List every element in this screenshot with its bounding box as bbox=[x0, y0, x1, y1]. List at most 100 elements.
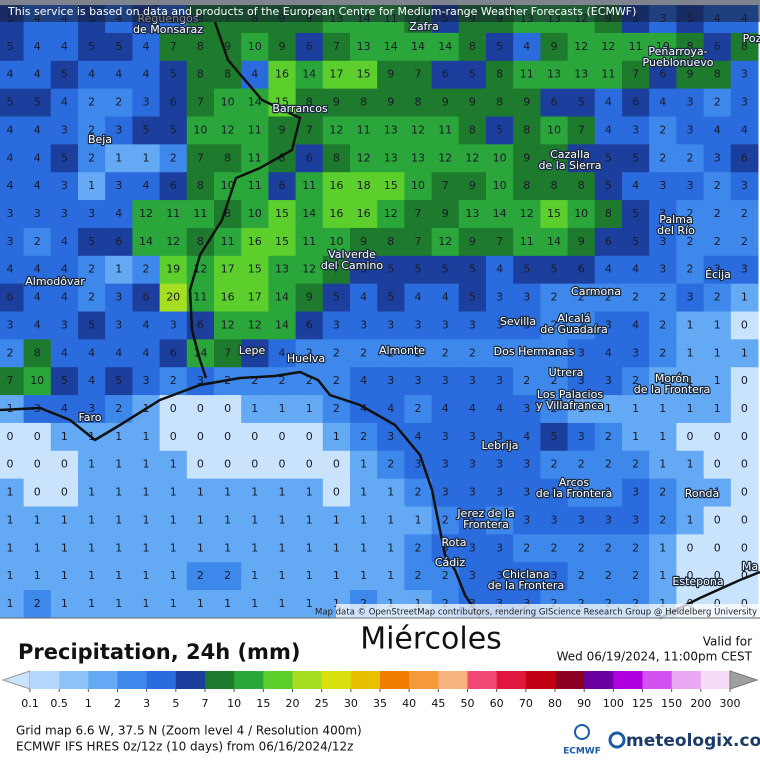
grid-cell bbox=[322, 283, 351, 312]
place-label: Barrancos bbox=[272, 102, 328, 115]
place-label: de Monsaraz bbox=[133, 23, 203, 36]
grid-value: 4 bbox=[143, 40, 150, 53]
grid-value: 1 bbox=[279, 597, 286, 610]
grid-cell bbox=[214, 116, 242, 145]
grid-cell bbox=[513, 506, 541, 535]
grid-cell bbox=[458, 144, 487, 173]
legend-swatch bbox=[117, 671, 147, 689]
grid-value: 1 bbox=[279, 402, 286, 415]
grid-value: 1 bbox=[197, 597, 204, 610]
grid-value: 12 bbox=[438, 235, 452, 248]
grid-cell bbox=[78, 478, 106, 507]
grid-value: 5 bbox=[88, 235, 95, 248]
grid-cell bbox=[594, 395, 623, 424]
grid-value: 2 bbox=[578, 318, 585, 331]
grid-cell bbox=[404, 367, 433, 396]
grid-cell bbox=[567, 450, 596, 480]
grid-value: 3 bbox=[387, 318, 394, 331]
legend-label: 0.5 bbox=[50, 697, 68, 710]
grid-cell bbox=[241, 534, 269, 563]
grid-value: 1 bbox=[659, 402, 666, 415]
grid-value: 0 bbox=[197, 430, 204, 443]
grid-cell bbox=[458, 255, 487, 285]
grid-value: 9 bbox=[469, 96, 476, 109]
grid-cell bbox=[458, 60, 487, 90]
grid-cell bbox=[214, 339, 242, 368]
grid-value: 4 bbox=[115, 207, 122, 220]
grid-cell bbox=[567, 227, 596, 257]
grid-value: 2 bbox=[605, 430, 612, 443]
grid-cell bbox=[622, 255, 650, 285]
grid-cell bbox=[295, 506, 324, 535]
grid-value: 1 bbox=[170, 569, 177, 582]
grid-cell bbox=[431, 200, 460, 229]
legend-swatch bbox=[496, 671, 527, 689]
grid-cell bbox=[404, 144, 433, 173]
grid-value: 1 bbox=[306, 513, 313, 526]
grid-cell bbox=[676, 88, 705, 117]
grid-value: 1 bbox=[88, 458, 95, 471]
grid-value: 2 bbox=[659, 513, 666, 526]
grid-value: 3 bbox=[197, 374, 204, 387]
grid-value: 2 bbox=[387, 458, 394, 471]
legend-label: 200 bbox=[690, 697, 711, 710]
grid-value: 8 bbox=[197, 68, 204, 81]
grid-value: 8 bbox=[469, 40, 476, 53]
grid-cell bbox=[241, 450, 269, 480]
legend-label: 15 bbox=[256, 697, 270, 710]
grid-value: 3 bbox=[741, 179, 748, 192]
legend-swatch bbox=[59, 671, 89, 689]
grid-cell bbox=[567, 116, 596, 145]
grid-cell bbox=[540, 116, 569, 145]
grid-value: 3 bbox=[605, 513, 612, 526]
grid-value: 3 bbox=[714, 263, 721, 276]
grid-cell bbox=[214, 590, 242, 619]
grid-cell bbox=[159, 144, 188, 173]
legend-label: 0.1 bbox=[21, 697, 39, 710]
grid-cell bbox=[268, 395, 297, 424]
legend-swatch bbox=[321, 671, 352, 689]
grid-cell bbox=[404, 506, 433, 535]
legend-swatch bbox=[671, 671, 702, 689]
place-label: Dos Hermanas bbox=[494, 345, 575, 358]
grid-value: 2 bbox=[714, 96, 721, 109]
grid-cell bbox=[105, 32, 133, 62]
grid-cell bbox=[105, 311, 133, 340]
grid-value: 1 bbox=[687, 318, 694, 331]
grid-value: 6 bbox=[551, 96, 558, 109]
grid-cell bbox=[0, 478, 25, 507]
grid-cell bbox=[622, 144, 650, 173]
brand[interactable]: meteologix.com bbox=[626, 731, 760, 751]
grid-cell bbox=[0, 590, 25, 619]
grid-value: 12 bbox=[166, 235, 180, 248]
grid-value: 1 bbox=[143, 458, 150, 471]
grid-cell bbox=[295, 534, 324, 563]
grid-cell bbox=[322, 450, 351, 480]
grid-value: 1 bbox=[659, 569, 666, 582]
grid-cell bbox=[350, 562, 378, 591]
grid-value: 8 bbox=[496, 96, 503, 109]
grid-cell bbox=[676, 506, 705, 535]
grid-cell bbox=[159, 60, 188, 90]
grid-value: 6 bbox=[279, 179, 286, 192]
grid-value: 3 bbox=[143, 374, 150, 387]
grid-cell bbox=[132, 283, 161, 312]
grid-value: 0 bbox=[197, 402, 204, 415]
grid-cell bbox=[377, 339, 405, 368]
grid-value: 4 bbox=[7, 179, 14, 192]
legend-over bbox=[729, 670, 759, 690]
grid-value: 11 bbox=[248, 151, 262, 164]
grid-cell bbox=[622, 60, 650, 90]
grid-value: 3 bbox=[605, 318, 612, 331]
grid-value: 3 bbox=[115, 123, 122, 136]
grid-cell bbox=[703, 255, 732, 285]
grid-value: 7 bbox=[578, 123, 585, 136]
grid-cell bbox=[295, 283, 324, 312]
legend-label: 2 bbox=[114, 697, 121, 710]
grid-value: 3 bbox=[523, 569, 530, 582]
legend-swatch bbox=[146, 671, 177, 689]
grid-cell bbox=[649, 144, 677, 173]
grid-value: 1 bbox=[7, 597, 14, 610]
grid-cell bbox=[622, 562, 650, 591]
grid-value: 1 bbox=[224, 541, 231, 554]
